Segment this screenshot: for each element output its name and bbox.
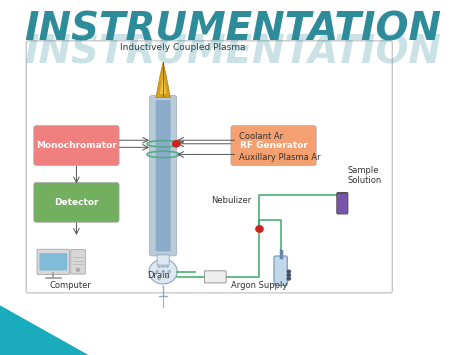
Circle shape — [162, 265, 164, 267]
Text: Coolant Ar: Coolant Ar — [239, 132, 283, 141]
FancyBboxPatch shape — [71, 250, 85, 274]
Text: Monochromator: Monochromator — [36, 141, 117, 150]
Polygon shape — [156, 62, 170, 98]
Circle shape — [158, 265, 160, 267]
Circle shape — [166, 265, 168, 267]
Text: INSTRUMENTATION: INSTRUMENTATION — [24, 11, 441, 49]
FancyBboxPatch shape — [34, 182, 119, 222]
FancyBboxPatch shape — [157, 255, 169, 265]
Circle shape — [173, 141, 180, 147]
FancyBboxPatch shape — [337, 192, 348, 214]
Circle shape — [162, 271, 164, 273]
Text: Auxillary Plasma Ar: Auxillary Plasma Ar — [239, 153, 321, 163]
Text: Inductively Coupled Plasma: Inductively Coupled Plasma — [120, 43, 246, 53]
Text: Computer: Computer — [49, 281, 91, 290]
Text: Detector: Detector — [54, 198, 99, 207]
Circle shape — [158, 278, 160, 280]
Text: Nebulizer: Nebulizer — [211, 196, 252, 205]
FancyBboxPatch shape — [155, 100, 171, 251]
Text: INSTRUMENTATION: INSTRUMENTATION — [24, 34, 441, 72]
Text: RF Generator: RF Generator — [240, 141, 308, 150]
Circle shape — [287, 277, 291, 280]
Ellipse shape — [149, 259, 177, 284]
Circle shape — [166, 276, 168, 278]
FancyBboxPatch shape — [39, 253, 67, 271]
FancyBboxPatch shape — [231, 126, 316, 165]
FancyBboxPatch shape — [37, 249, 70, 274]
Circle shape — [168, 271, 170, 273]
Polygon shape — [0, 305, 89, 355]
Circle shape — [256, 226, 263, 232]
Circle shape — [76, 268, 80, 271]
Text: Argon Supply: Argon Supply — [231, 281, 288, 290]
FancyBboxPatch shape — [26, 41, 392, 293]
Text: Drain: Drain — [147, 271, 170, 280]
Circle shape — [287, 270, 291, 273]
Circle shape — [287, 274, 291, 277]
Circle shape — [156, 271, 158, 273]
FancyBboxPatch shape — [150, 95, 177, 256]
FancyBboxPatch shape — [34, 126, 119, 165]
Polygon shape — [160, 69, 166, 94]
FancyBboxPatch shape — [204, 271, 226, 283]
Text: Sample
Solution: Sample Solution — [348, 166, 382, 185]
FancyBboxPatch shape — [274, 256, 287, 285]
